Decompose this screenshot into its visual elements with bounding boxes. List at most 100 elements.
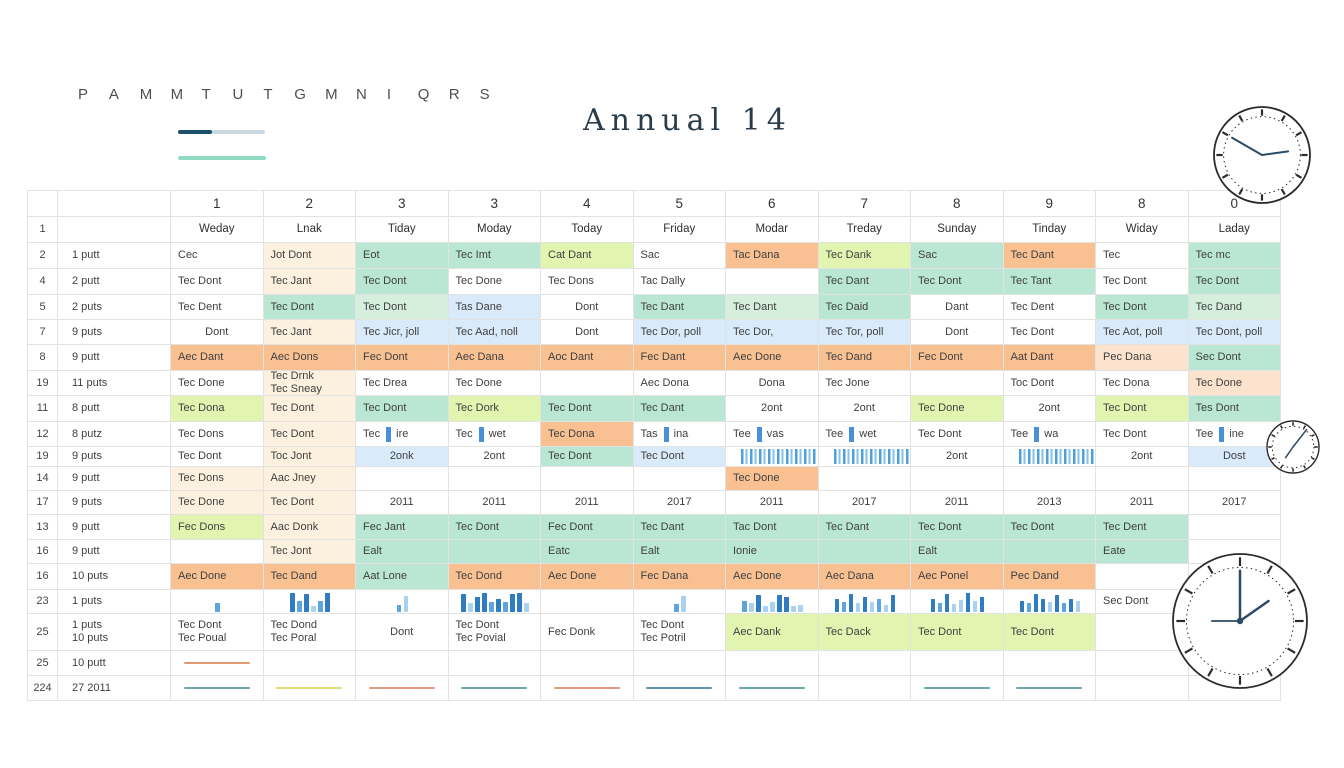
column-header-number[interactable]: 9 — [1003, 191, 1096, 217]
grid-cell[interactable]: Tec Dont — [263, 295, 356, 320]
grid-cell[interactable]: 2011 — [356, 491, 449, 515]
grid-cell[interactable] — [541, 371, 634, 396]
grid-cell[interactable] — [448, 540, 541, 564]
grid-cell[interactable]: Sac — [633, 243, 726, 269]
grid-cell[interactable]: Tec Dont — [1096, 422, 1189, 447]
grid-cell[interactable]: Ealt — [356, 540, 449, 564]
grid-cell[interactable] — [633, 467, 726, 491]
grid-cell[interactable]: Tac Dana — [726, 243, 819, 269]
grid-cell[interactable]: Tec Drnk Tec Sneay — [263, 371, 356, 396]
row-number[interactable]: 14 — [28, 467, 58, 491]
grid-cell[interactable]: 2ont — [448, 447, 541, 467]
grid-cell[interactable] — [448, 467, 541, 491]
column-header-number[interactable]: 5 — [633, 191, 726, 217]
grid-cell[interactable] — [726, 269, 819, 295]
column-header-number[interactable]: 3 — [448, 191, 541, 217]
grid-cell[interactable] — [1003, 651, 1096, 676]
grid-cell[interactable]: Tec Dent — [171, 295, 264, 320]
grid-cell[interactable]: Tac Dont — [726, 515, 819, 540]
grid-cell[interactable] — [726, 447, 819, 467]
grid-cell[interactable]: Tec Dant — [633, 396, 726, 422]
grid-cell[interactable]: Tec Dank — [818, 243, 911, 269]
grid-cell[interactable]: 2011 — [726, 491, 819, 515]
grid-cell[interactable]: Tec mc — [1188, 243, 1281, 269]
grid-cell[interactable]: Tec — [1096, 243, 1189, 269]
grid-cell[interactable]: Tec Dand — [818, 345, 911, 371]
grid-cell[interactable]: Tec Dont — [1188, 269, 1281, 295]
row-number[interactable]: 25 — [28, 651, 58, 676]
grid-cell[interactable] — [911, 651, 1004, 676]
row-number[interactable]: 4 — [28, 269, 58, 295]
grid-cell[interactable] — [541, 590, 634, 614]
grid-cell[interactable]: 2011 — [448, 491, 541, 515]
grid-cell[interactable]: Tec Dont — [1096, 295, 1189, 320]
grid-cell[interactable]: Tec Dont — [356, 269, 449, 295]
grid-cell[interactable] — [1188, 614, 1281, 651]
grid-cell[interactable]: Fec Dana — [633, 564, 726, 590]
grid-cell[interactable]: Tec Dant — [1003, 243, 1096, 269]
grid-cell[interactable] — [633, 590, 726, 614]
grid-cell[interactable]: Sec Dont — [1096, 590, 1189, 614]
grid-cell[interactable]: Tec Done — [448, 371, 541, 396]
row-number[interactable]: 17 — [28, 491, 58, 515]
grid-cell[interactable]: 2017 — [633, 491, 726, 515]
grid-cell[interactable]: Tac Dally — [633, 269, 726, 295]
grid-cell[interactable]: Tec Dont — [171, 269, 264, 295]
grid-cell[interactable]: Tee wet — [818, 422, 911, 447]
grid-cell[interactable] — [1096, 564, 1189, 590]
grid-cell[interactable] — [263, 590, 356, 614]
column-header-number[interactable]: 0 — [1188, 191, 1281, 217]
grid-cell[interactable]: Aec Done — [541, 564, 634, 590]
grid-cell[interactable] — [541, 467, 634, 491]
grid-cell[interactable]: 2ont — [726, 396, 819, 422]
grid-cell[interactable]: Tec Dent — [1003, 295, 1096, 320]
grid-cell[interactable] — [448, 651, 541, 676]
grid-cell[interactable]: Aec Dank — [726, 614, 819, 651]
grid-cell[interactable]: Tec Aot, poll — [1096, 320, 1189, 345]
grid-cell[interactable]: 2onk — [356, 447, 449, 467]
grid-cell[interactable]: Pec Dand — [1003, 564, 1096, 590]
grid-cell[interactable] — [356, 590, 449, 614]
grid-cell[interactable]: Ealt — [633, 540, 726, 564]
grid-cell[interactable]: Tec Dont — [356, 396, 449, 422]
grid-cell[interactable]: Tee wa — [1003, 422, 1096, 447]
grid-cell[interactable] — [1096, 467, 1189, 491]
column-header-number[interactable]: 7 — [818, 191, 911, 217]
grid-cell[interactable]: Tec Dont — [448, 515, 541, 540]
grid-cell[interactable] — [911, 371, 1004, 396]
grid-cell[interactable] — [633, 676, 726, 701]
grid-cell[interactable] — [263, 651, 356, 676]
grid-cell[interactable]: Tec Dont — [633, 447, 726, 467]
grid-cell[interactable]: Eatc — [541, 540, 634, 564]
grid-cell[interactable]: 2ont — [911, 447, 1004, 467]
grid-cell[interactable]: Aat Lone — [356, 564, 449, 590]
grid-cell[interactable]: Tec Dont — [911, 515, 1004, 540]
grid-cell[interactable]: Tec Dont — [1003, 320, 1096, 345]
grid-cell[interactable]: Aec Dons — [263, 345, 356, 371]
grid-cell[interactable] — [1188, 515, 1281, 540]
grid-cell[interactable]: Tec Dont — [911, 422, 1004, 447]
grid-cell[interactable]: Tec Dont — [911, 614, 1004, 651]
grid-cell[interactable] — [1188, 590, 1281, 614]
grid-cell[interactable]: 2017 — [1188, 491, 1281, 515]
column-header-day[interactable]: Tinday — [1003, 217, 1096, 243]
column-header-day[interactable]: Friday — [633, 217, 726, 243]
column-header-day[interactable]: Widay — [1096, 217, 1189, 243]
grid-cell[interactable]: Aec Dana — [818, 564, 911, 590]
grid-cell[interactable] — [171, 651, 264, 676]
grid-cell[interactable]: Tas Dane — [448, 295, 541, 320]
grid-cell[interactable]: Tec Jant — [263, 320, 356, 345]
row-number[interactable]: 11 — [28, 396, 58, 422]
grid-cell[interactable]: Dost — [1188, 447, 1281, 467]
grid-cell[interactable]: Tec ire — [356, 422, 449, 447]
grid-cell[interactable]: Tec Dant — [726, 295, 819, 320]
column-header-day[interactable]: Moday — [448, 217, 541, 243]
column-header-day[interactable]: Lnak — [263, 217, 356, 243]
grid-cell[interactable] — [818, 467, 911, 491]
grid-cell[interactable]: Pec Dana — [1096, 345, 1189, 371]
grid-cell[interactable]: Tec Dant — [633, 515, 726, 540]
grid-cell[interactable]: 2013 — [1003, 491, 1096, 515]
grid-cell[interactable] — [726, 676, 819, 701]
grid-cell[interactable]: Sac — [911, 243, 1004, 269]
grid-cell[interactable]: Tec wet — [448, 422, 541, 447]
